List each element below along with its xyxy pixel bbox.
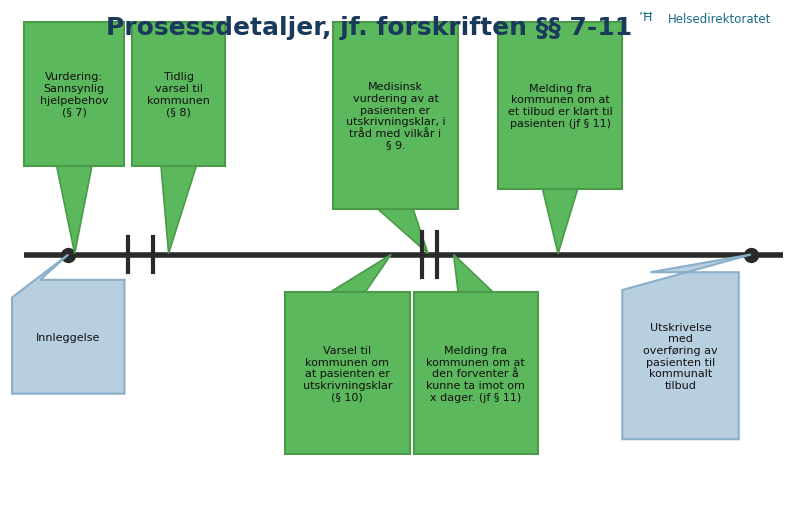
- Text: Prosessdetaljer, jf. forskriften §§ 7-11: Prosessdetaljer, jf. forskriften §§ 7-11: [106, 16, 632, 40]
- Polygon shape: [377, 210, 427, 254]
- Text: Medisinsk
vurdering av at
pasienten er
utskrivningsklar, i
tråd med vilkår i
§ 9: Medisinsk vurdering av at pasienten er u…: [345, 82, 445, 150]
- Polygon shape: [453, 255, 492, 293]
- Text: Melding fra
kommunen om at
den forventer å
kunne ta imot om
x dager. (jf § 11): Melding fra kommunen om at den forventer…: [426, 345, 525, 402]
- FancyBboxPatch shape: [333, 23, 457, 210]
- Polygon shape: [622, 255, 750, 439]
- Text: Varsel til
kommunen om
at pasienten er
utskrivningsklar
(§ 10): Varsel til kommunen om at pasienten er u…: [302, 345, 391, 402]
- Polygon shape: [330, 255, 391, 293]
- FancyBboxPatch shape: [413, 293, 537, 454]
- Text: Tidlig
varsel til
kommunen
(§ 8): Tidlig varsel til kommunen (§ 8): [147, 72, 210, 117]
- Text: Vurdering:
Sannsynlig
hjelpebehov
(§ 7): Vurdering: Sannsynlig hjelpebehov (§ 7): [40, 72, 108, 117]
- Text: Innleggelse: Innleggelse: [36, 332, 100, 342]
- Text: Utskrivelse
med
overføring av
pasienten til
kommunalt
tilbud: Utskrivelse med overføring av pasienten …: [642, 322, 717, 390]
- FancyBboxPatch shape: [285, 293, 409, 454]
- Polygon shape: [12, 255, 124, 394]
- Text: ’Ħ: ’Ħ: [638, 11, 653, 24]
- Polygon shape: [542, 189, 577, 254]
- FancyBboxPatch shape: [497, 23, 622, 189]
- FancyBboxPatch shape: [24, 23, 124, 167]
- Text: Melding fra
kommunen om at
et tilbud er klart til
pasienten (jf § 11): Melding fra kommunen om at et tilbud er …: [507, 84, 612, 128]
- FancyBboxPatch shape: [132, 23, 225, 167]
- Text: Helsedirektoratet: Helsedirektoratet: [666, 13, 770, 26]
- Polygon shape: [160, 167, 196, 254]
- Polygon shape: [56, 167, 91, 254]
